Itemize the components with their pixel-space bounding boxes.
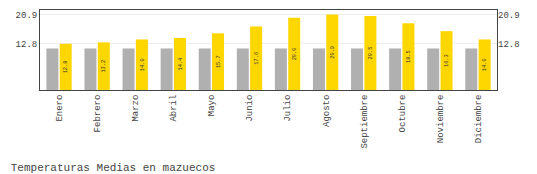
svg-text:Noviembre: Noviembre	[436, 95, 446, 144]
svg-text:Marzo: Marzo	[131, 95, 141, 122]
svg-text:Enero: Enero	[55, 95, 65, 122]
svg-text:14.0: 14.0	[140, 58, 146, 71]
svg-text:12.8: 12.8	[16, 40, 38, 50]
svg-text:Septiembre: Septiembre	[360, 95, 370, 149]
svg-text:13.2: 13.2	[101, 60, 107, 73]
svg-text:18.5: 18.5	[406, 50, 412, 63]
svg-text:12.8: 12.8	[63, 61, 69, 74]
svg-text:12.8: 12.8	[498, 40, 520, 50]
svg-text:15.7: 15.7	[216, 55, 222, 68]
svg-text:16.3: 16.3	[444, 54, 450, 67]
svg-text:20.9: 20.9	[330, 46, 336, 59]
svg-text:14.4: 14.4	[178, 58, 184, 71]
svg-text:Temperaturas Medias en mazueco: Temperaturas Medias en mazuecos	[11, 162, 216, 174]
svg-text:20.5: 20.5	[368, 47, 374, 60]
svg-text:Agosto: Agosto	[322, 95, 332, 127]
svg-text:Junio: Junio	[245, 95, 255, 122]
svg-text:Mayo: Mayo	[207, 95, 217, 117]
svg-text:Febrero: Febrero	[93, 95, 103, 133]
svg-text:Octubre: Octubre	[398, 95, 408, 133]
svg-text:Diciembre: Diciembre	[474, 95, 484, 144]
svg-text:14.0: 14.0	[482, 58, 488, 71]
svg-text:Abril: Abril	[169, 95, 179, 122]
svg-text:20.0: 20.0	[292, 48, 298, 61]
svg-text:20.9: 20.9	[498, 11, 520, 21]
svg-text:17.6: 17.6	[254, 52, 260, 65]
svg-text:20.9: 20.9	[16, 11, 38, 21]
svg-text:Julio: Julio	[283, 95, 293, 122]
